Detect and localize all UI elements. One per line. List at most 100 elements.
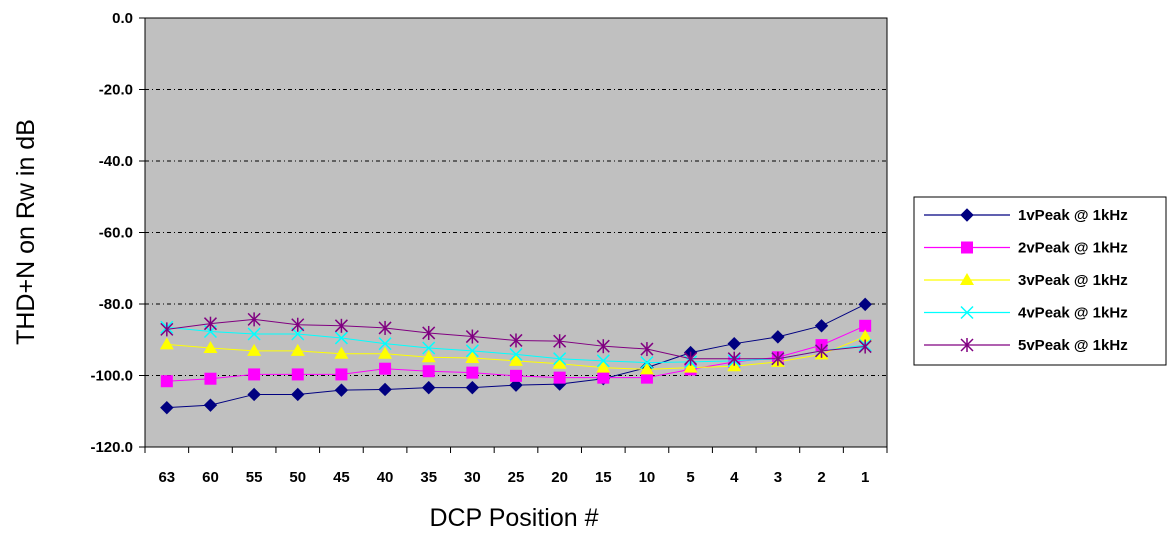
legend-label: 3vPeak @ 1kHz [1018, 272, 1128, 289]
data-point [160, 375, 173, 388]
data-point [334, 346, 349, 359]
data-point [510, 369, 522, 382]
data-point [727, 336, 741, 351]
legend-label: 2vPeak @ 1kHz [1018, 240, 1128, 257]
data-point [596, 339, 610, 354]
legend-item: 3vPeak @ 1kHz [924, 272, 1128, 289]
data-point [290, 343, 305, 356]
data-point [203, 340, 218, 353]
data-point [334, 318, 348, 333]
series-group [159, 297, 873, 415]
data-point [640, 356, 654, 370]
data-point [771, 351, 785, 366]
data-point [247, 387, 261, 402]
x-tick-label: 10 [639, 469, 656, 486]
data-point [509, 333, 523, 348]
data-point [160, 400, 174, 415]
data-point [596, 354, 610, 368]
y-axis-title: THD+N on Rw in dB [12, 119, 40, 345]
data-point [247, 343, 262, 356]
legend-marker [960, 273, 974, 285]
data-point [248, 368, 261, 381]
data-point [553, 352, 567, 366]
data-point [160, 322, 174, 337]
y-tick-label: -40.0 [99, 153, 133, 170]
data-point [640, 371, 653, 384]
legend-label: 5vPeak @ 1kHz [1018, 337, 1128, 354]
x-tick-label: 60 [202, 469, 219, 486]
legend-marker [960, 338, 974, 352]
y-tick-labels: 0.0 -20.0 -40.0 -60.0 -80.0 -100.0 -120.0 [90, 10, 133, 456]
x-tick-label: 50 [289, 469, 306, 486]
data-point [378, 320, 392, 335]
legend-label: 1vPeak @ 1kHz [1018, 207, 1128, 224]
data-point [683, 360, 698, 373]
data-point [465, 380, 480, 395]
data-point [204, 372, 217, 385]
x-tick-label: 55 [246, 469, 263, 486]
data-point [553, 334, 567, 349]
data-point [465, 344, 479, 358]
data-point [421, 350, 436, 363]
data-point [422, 325, 436, 340]
data-point [771, 330, 785, 344]
legend-marker [960, 305, 974, 320]
y-tick-label: -100.0 [90, 368, 133, 385]
data-point [378, 346, 393, 359]
data-point [203, 316, 218, 331]
x-tick-label: 3 [774, 469, 782, 486]
data-point [684, 351, 698, 366]
x-tick-label: 25 [508, 469, 525, 486]
x-tick-label: 2 [817, 469, 825, 486]
data-point [335, 368, 348, 381]
x-tick-label: 30 [464, 469, 481, 486]
data-point [465, 350, 480, 363]
data-point [858, 339, 872, 354]
legend-item: 1vPeak @ 1kHz [924, 207, 1128, 224]
axes [139, 17, 888, 453]
x-axis-title: DCP Position # [429, 504, 598, 532]
data-point [334, 331, 348, 345]
data-point [291, 317, 305, 332]
x-tick-labels: 63 60 55 50 45 40 35 30 25 20 15 10 5 4 3 2 1 [158, 469, 869, 486]
data-point [858, 297, 872, 312]
data-point [640, 342, 654, 357]
legend-marker [960, 208, 974, 222]
data-point [291, 387, 305, 402]
x-tick-label: 15 [595, 469, 612, 486]
data-point [421, 380, 436, 395]
data-point [247, 312, 261, 327]
data-point [422, 365, 435, 378]
x-tick-label: 4 [730, 469, 739, 486]
data-point [639, 362, 654, 375]
legend-label: 4vPeak @ 1kHz [1018, 305, 1128, 322]
data-point [291, 368, 304, 381]
data-point [509, 347, 523, 361]
y-tick-label: 0.0 [112, 10, 133, 27]
data-point [509, 353, 523, 366]
data-point [552, 356, 567, 369]
data-point [814, 319, 829, 333]
y-tick-label: -20.0 [99, 82, 133, 99]
data-point [859, 319, 872, 332]
x-tick-label: 40 [377, 469, 394, 486]
data-point [814, 343, 829, 358]
data-point [291, 327, 305, 341]
data-point [597, 371, 610, 384]
data-point [378, 382, 392, 397]
data-point [858, 329, 873, 342]
data-point [553, 371, 566, 384]
data-point [203, 398, 218, 412]
data-point [378, 337, 392, 351]
x-tick-label: 5 [686, 469, 694, 486]
series-5 [160, 312, 872, 366]
legend-item: 5vPeak @ 1kHz [924, 337, 1128, 354]
data-point [509, 378, 523, 392]
legend-item: 2vPeak @ 1kHz [924, 240, 1128, 257]
data-point [465, 329, 479, 344]
data-point [379, 362, 392, 375]
data-point [727, 351, 741, 366]
x-tick-label: 45 [333, 469, 350, 486]
x-tick-label: 63 [158, 469, 175, 486]
